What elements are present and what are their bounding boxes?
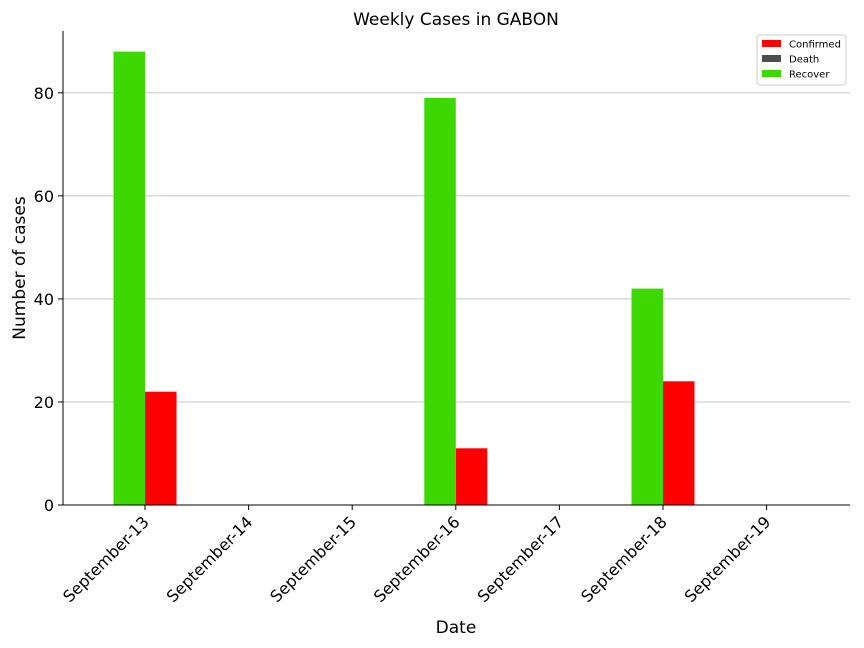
y-ticks: 0 20 40 60 80 — [34, 84, 63, 515]
y-tick-label: 80 — [34, 84, 54, 103]
legend: Confirmed Death Recover — [756, 34, 847, 86]
bar-recover-september-18 — [631, 288, 663, 505]
x-tick-label: September-19 — [681, 512, 775, 606]
x-tick-label: September-13 — [59, 512, 153, 606]
bar-confirmed-september-18 — [663, 381, 695, 505]
x-tick-label: September-15 — [266, 512, 360, 606]
legend-swatch-confirmed — [762, 40, 781, 47]
axes — [62, 31, 850, 506]
x-tick-label: September-18 — [577, 512, 671, 606]
x-tick-label: September-16 — [370, 512, 464, 606]
x-ticks: September-13 September-14 September-15 Sept… — [59, 505, 774, 606]
bar-recover-september-16 — [424, 98, 456, 505]
y-tick-label: 20 — [34, 393, 54, 412]
legend-swatch-recover — [762, 70, 781, 77]
bar-recover-september-13 — [113, 51, 145, 505]
bar-confirmed-september-16 — [455, 448, 488, 505]
x-tick-label: September-17 — [474, 512, 568, 606]
y-tick-label: 0 — [44, 496, 54, 515]
y-axis-title: Number of cases — [10, 196, 30, 340]
legend-label-confirmed: Confirmed — [789, 40, 841, 51]
x-tick-label: September-14 — [163, 512, 257, 606]
bars — [113, 51, 695, 505]
legend-swatch-death — [762, 55, 781, 62]
y-tick-label: 60 — [34, 187, 54, 206]
y-tick-label: 40 — [34, 290, 54, 309]
chart-title: Weekly Cases in GABON — [353, 10, 559, 30]
bar-confirmed-september-13 — [145, 391, 177, 505]
gridlines — [63, 92, 850, 403]
legend-label-death: Death — [789, 55, 819, 66]
x-axis-title: Date — [436, 618, 477, 638]
legend-label-recover: Recover — [789, 70, 830, 81]
